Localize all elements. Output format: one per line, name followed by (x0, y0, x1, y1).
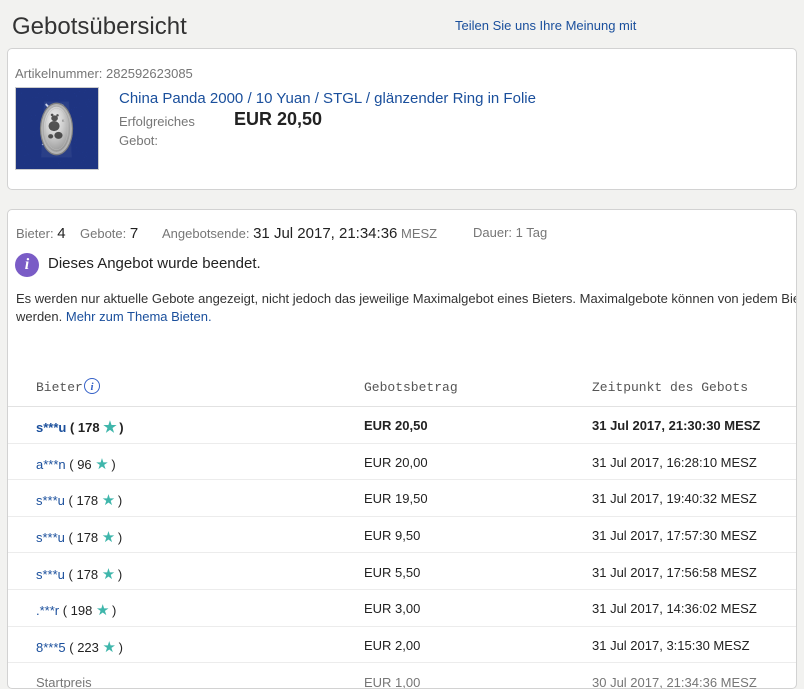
svg-text:K: K (62, 118, 65, 123)
